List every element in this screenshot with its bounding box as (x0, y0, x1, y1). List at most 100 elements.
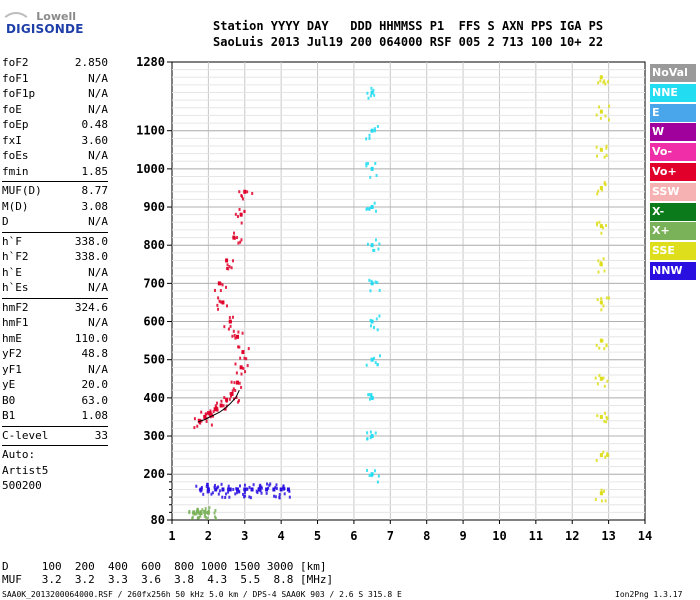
echo-speck (232, 397, 235, 401)
param-row: Auto: (2, 447, 108, 463)
echo-speck (602, 226, 605, 230)
echo-speck (233, 333, 236, 337)
param-value: N/A (88, 215, 108, 228)
echo-speck (216, 303, 219, 307)
echo-point (219, 403, 223, 408)
echo-speck (234, 336, 237, 340)
x-tick-label: 5 (314, 529, 321, 543)
echo-speck (219, 282, 222, 286)
echo-point (599, 147, 603, 152)
param-row: h`F2 338.0 (2, 249, 108, 265)
param-row: fxI 3.60 (2, 133, 108, 149)
distance-row: D 100 200 400 600 800 1000 1500 3000 [km… (2, 560, 327, 573)
echo-speck (370, 86, 373, 90)
echo-point (203, 509, 207, 514)
muf-row: MUF 3.2 3.2 3.3 3.6 3.8 4.3 5.5 8.8 [MHz… (2, 573, 334, 586)
param-name: 500200 (2, 479, 42, 492)
echo-speck (210, 492, 213, 496)
echo-speck (207, 490, 210, 494)
echo-point (599, 414, 603, 419)
logo-digisonde: DIGISONDE (6, 22, 84, 36)
echo-speck (188, 511, 191, 515)
echo-point (243, 189, 247, 194)
param-row: C-level 33 (2, 428, 108, 444)
x-tick-label: 2 (205, 529, 212, 543)
echo-speck (259, 483, 262, 487)
echo-speck (230, 380, 233, 384)
echo-point (370, 319, 374, 324)
echo-speck (216, 408, 219, 412)
echo-speck (595, 113, 598, 117)
echo-speck (228, 316, 231, 320)
param-row: h`F 338.0 (2, 234, 108, 250)
param-value: N/A (88, 316, 108, 329)
param-value: 3.08 (81, 199, 109, 213)
echo-speck (374, 280, 377, 284)
echo-speck (607, 296, 610, 300)
echo-speck (607, 453, 610, 457)
echo-speck (231, 334, 234, 338)
echo-speck (605, 296, 608, 300)
echo-point (232, 235, 236, 240)
echo-speck (245, 357, 248, 361)
echo-speck (599, 262, 602, 266)
legend-item-sse: SSE (650, 242, 696, 261)
echo-speck (243, 356, 246, 360)
param-row: foF1p N/A (2, 86, 108, 102)
echo-speck (243, 490, 246, 494)
echo-speck (369, 430, 372, 434)
echo-speck (204, 412, 207, 416)
y-tick-label: 500 (143, 353, 165, 367)
echo-speck (600, 188, 603, 192)
echo-speck (214, 404, 217, 408)
echo-point (265, 487, 269, 492)
echo-speck (238, 190, 241, 194)
echo-point (241, 350, 245, 355)
echo-speck (199, 489, 202, 493)
echo-point (370, 166, 374, 171)
echo-speck (193, 417, 196, 421)
echo-speck (223, 396, 226, 400)
echo-speck (599, 261, 602, 265)
echo-speck (606, 379, 609, 383)
echo-speck (376, 480, 379, 484)
echo-speck (222, 404, 225, 408)
echo-speck (368, 136, 371, 140)
echo-speck (227, 487, 230, 491)
echo-speck (605, 454, 608, 458)
echo-speck (231, 389, 234, 393)
param-name: hmE (2, 331, 22, 345)
echo-speck (224, 407, 227, 411)
echo-point (195, 509, 199, 514)
echo-point (214, 487, 218, 492)
echo-speck (368, 133, 371, 137)
echo-speck (370, 279, 373, 283)
echo-speck (213, 483, 216, 487)
echo-speck (229, 392, 232, 396)
echo-speck (595, 343, 598, 347)
echo-speck (236, 215, 239, 219)
param-name: foE (2, 102, 22, 116)
param-value: N/A (88, 149, 108, 162)
echo-point (243, 487, 247, 492)
echo-point (370, 434, 374, 439)
echo-speck (260, 486, 263, 490)
echo-speck (595, 459, 598, 463)
echo-speck (378, 288, 381, 292)
param-row: hmF1 N/A (2, 315, 108, 331)
echo-speck (242, 197, 245, 201)
echo-speck (213, 407, 216, 411)
echo-speck (216, 401, 219, 405)
echo-speck (219, 300, 222, 304)
echo-speck (594, 497, 597, 501)
param-row: hmE 110.0 (2, 331, 108, 347)
param-value: 338.0 (74, 250, 108, 263)
echo-speck (600, 488, 603, 492)
echo-speck (226, 263, 229, 267)
echo-speck (243, 483, 246, 487)
param-value: 2.850 (74, 56, 108, 69)
echo-point (199, 487, 203, 492)
echo-speck (200, 485, 203, 489)
echo-speck (373, 201, 376, 205)
echo-speck (373, 129, 376, 133)
